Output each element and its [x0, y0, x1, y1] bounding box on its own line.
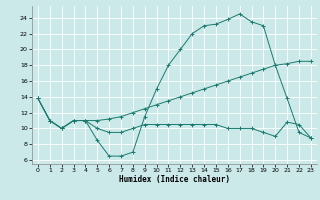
X-axis label: Humidex (Indice chaleur): Humidex (Indice chaleur)	[119, 175, 230, 184]
